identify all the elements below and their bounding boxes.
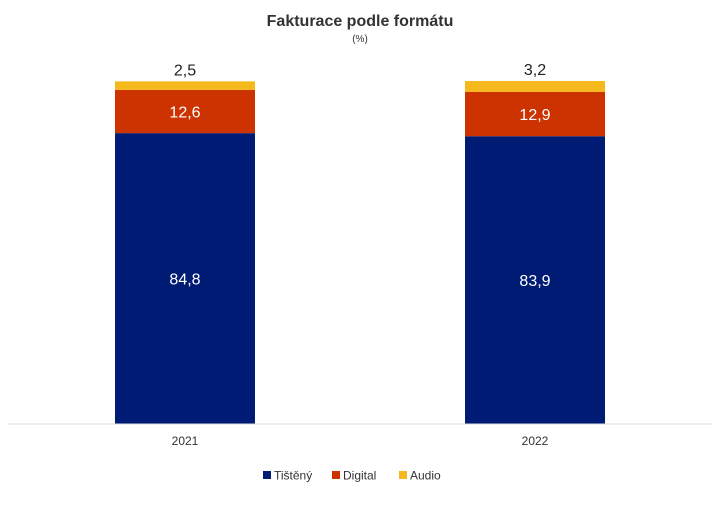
legend-label-tištěný: Tištěný bbox=[274, 469, 312, 483]
data-label-digital-2022: 12,9 bbox=[519, 107, 550, 124]
bar-segment-audio-2021 bbox=[115, 81, 255, 90]
chart-title: Fakturace podle formátu bbox=[267, 13, 454, 30]
data-label-audio-2022: 3,2 bbox=[524, 62, 546, 79]
bar-segment-digital-2021 bbox=[115, 89, 255, 134]
bar-segment-tištěný-2022 bbox=[465, 136, 605, 424]
plot-area: 84,8 12,6 2,5 83,9 12,9 3,2 bbox=[115, 62, 605, 425]
data-label-audio-2021: 2,5 bbox=[174, 62, 196, 79]
data-label-tištěný-2022: 83,9 bbox=[519, 273, 550, 290]
bar-segment-tištěný-2021 bbox=[115, 133, 255, 425]
bar-segment-digital-2022 bbox=[465, 91, 605, 137]
legend-swatch-audio bbox=[399, 471, 407, 479]
data-label-digital-2021: 12,6 bbox=[169, 105, 200, 122]
legend: Tištěný Digital Audio bbox=[263, 469, 441, 483]
legend-swatch-digital bbox=[332, 471, 340, 479]
x-tick-label-2022: 2022 bbox=[522, 434, 549, 448]
bar-segment-audio-2022 bbox=[465, 81, 605, 92]
x-axis-ticks: 2021 2022 bbox=[172, 434, 549, 448]
data-label-tištěný-2021: 84,8 bbox=[169, 272, 200, 289]
chart-subtitle: (%) bbox=[352, 34, 368, 45]
legend-label-audio: Audio bbox=[410, 469, 441, 483]
x-tick-label-2021: 2021 bbox=[172, 434, 199, 448]
legend-label-digital: Digital bbox=[343, 469, 376, 483]
legend-swatch-tištěný bbox=[263, 471, 271, 479]
